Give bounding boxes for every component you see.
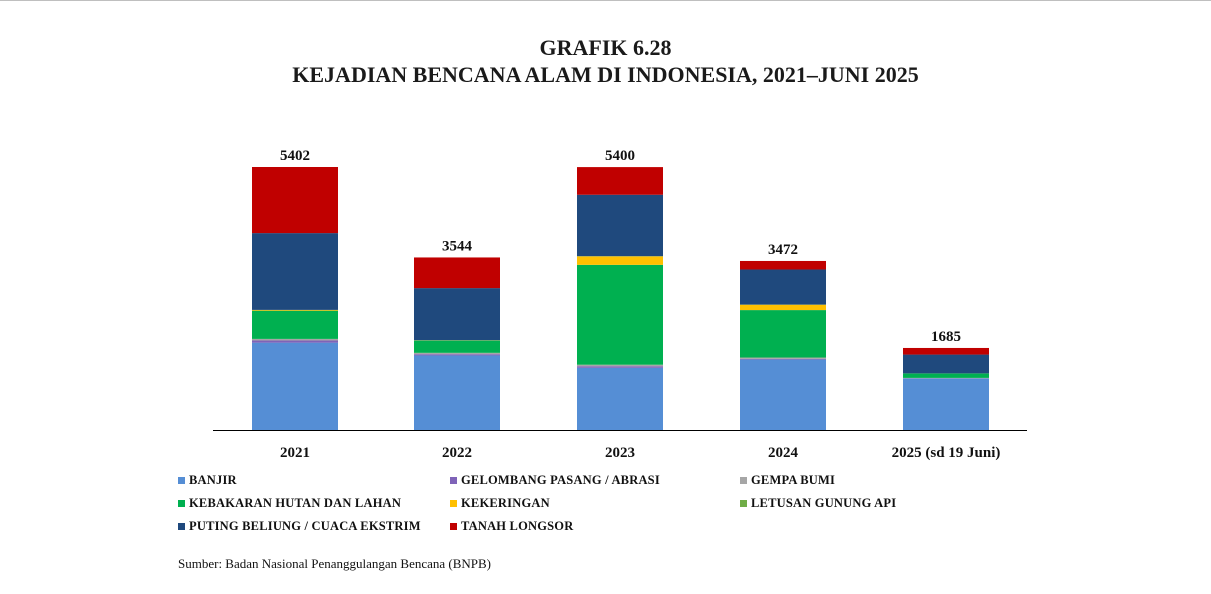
legend-swatch [178, 522, 185, 530]
total-label-2021: 5402 [280, 148, 310, 164]
legend-swatch [450, 522, 457, 530]
bar-segment-kebakaran-hutan-dan-lahan-2024 [740, 310, 826, 358]
bar-segment-gempa-bumi-2022 [414, 352, 500, 355]
bar-segment-banjir-2022 [414, 355, 500, 430]
bar-segment-kebakaran-hutan-dan-lahan-2023 [577, 264, 663, 365]
legend-item: TANAH LONGSOR [450, 518, 740, 534]
legend-label: TANAH LONGSOR [461, 518, 574, 533]
bar-segment-kebakaran-hutan-dan-lahan-2021 [252, 310, 338, 339]
bar-segment-gempa-bumi-2024 [740, 357, 826, 359]
category-label-2021: 2021 [280, 445, 310, 461]
bar-segment-kekeringan-2024 [740, 304, 826, 311]
bar-segment-gelombang-pasang-abrasi-2021 [252, 340, 338, 343]
legend-swatch [178, 476, 185, 484]
bar-segment-puting-beliung-cuaca-ekstrim-2025 [903, 354, 989, 374]
category-label-2024: 2024 [768, 445, 799, 461]
category-label-2022: 2022 [442, 445, 472, 461]
bar-segment-gelombang-pasang-abrasi-2022 [414, 354, 500, 356]
bar-segment-puting-beliung-cuaca-ekstrim-2023 [577, 194, 663, 257]
legend-item: PUTING BELIUNG / CUACA EKSTRIM [178, 518, 450, 534]
bar-segment-tanah-longsor-2023 [577, 167, 663, 195]
bar-segment-tanah-longsor-2021 [252, 167, 338, 234]
bar-segment-tanah-longsor-2024 [740, 260, 826, 270]
bar-segment-banjir-2025 [903, 378, 989, 430]
chart-subtitle: KEJADIAN BENCANA ALAM DI INDONESIA, 2021… [292, 62, 919, 87]
bar-segment-tanah-longsor-2025 [903, 347, 989, 355]
chart-title: GRAFIK 6.28 [539, 35, 672, 60]
bar-segment-gelombang-pasang-abrasi-2024 [740, 358, 826, 360]
legend-label: KEKERINGAN [461, 495, 550, 510]
legend-label: GEMPA BUMI [751, 472, 836, 487]
bar-segment-banjir-2023 [577, 367, 663, 430]
legend-label: KEBAKARAN HUTAN DAN LAHAN [189, 495, 402, 510]
bar-segment-kebakaran-hutan-dan-lahan-2025 [903, 373, 989, 378]
legend-label: GELOMBANG PASANG / ABRASI [461, 472, 660, 487]
total-label-2022: 3544 [442, 238, 473, 254]
source-note: Sumber: Badan Nasional Penanggulangan Be… [178, 556, 492, 571]
chart-legend: BANJIR GELOMBANG PASANG / ABRASI GEMPA BUM… [178, 472, 1040, 534]
legend-label: LETUSAN GUNUNG API [751, 495, 897, 510]
legend-item: KEKERINGAN [450, 495, 740, 511]
bar-segment-banjir-2024 [740, 359, 826, 430]
bar-segment-kekeringan-2023 [577, 256, 663, 265]
bar-segment-banjir-2021 [252, 342, 338, 430]
stacked-bar-chart: 5402 2021 3544 2022 5400 2023 3472 2024 1685 2025… [213, 148, 1027, 461]
bar-segment-gempa-bumi-2021 [252, 338, 338, 341]
category-label-2023: 2023 [605, 445, 635, 461]
bar-segment-tanah-longsor-2022 [414, 257, 500, 289]
legend-item: GEMPA BUMI [740, 472, 1040, 488]
total-label-2024: 3472 [768, 242, 798, 258]
legend-swatch [450, 499, 457, 507]
legend-swatch [740, 499, 747, 507]
legend-item: KEBAKARAN HUTAN DAN LAHAN [178, 495, 450, 511]
total-label-2023: 5400 [605, 148, 635, 164]
category-label-2025: 2025 (sd 19 Juni) [892, 445, 1001, 461]
total-label-2025: 1685 [931, 329, 961, 345]
legend-label: PUTING BELIUNG / CUACA EKSTRIM [189, 518, 421, 533]
top-rule [0, 0, 1211, 1]
chart-title-block: GRAFIK 6.28 KEJADIAN BENCANA ALAM DI IND… [0, 34, 1211, 88]
legend-item: LETUSAN GUNUNG API [740, 495, 1040, 511]
legend-item: GELOMBANG PASANG / ABRASI [450, 472, 740, 488]
legend-swatch [178, 499, 185, 507]
legend-swatch [740, 476, 747, 484]
bar-segment-gempa-bumi-2023 [577, 364, 663, 367]
bar-segment-kebakaran-hutan-dan-lahan-2022 [414, 340, 500, 353]
bar-segment-puting-beliung-cuaca-ekstrim-2024 [740, 269, 826, 305]
legend-swatch [450, 476, 457, 484]
bar-segment-kekeringan-2021 [252, 309, 338, 311]
legend-label: BANJIR [189, 472, 237, 487]
legend-item: BANJIR [178, 472, 450, 488]
bar-segment-puting-beliung-cuaca-ekstrim-2022 [414, 288, 500, 341]
bar-segment-gelombang-pasang-abrasi-2023 [577, 366, 663, 368]
bar-segment-puting-beliung-cuaca-ekstrim-2021 [252, 233, 338, 310]
